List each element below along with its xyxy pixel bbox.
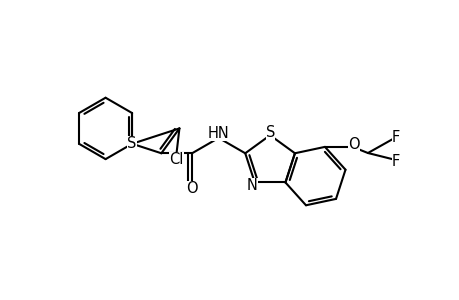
Text: HN: HN [207, 126, 229, 141]
Text: F: F [391, 154, 399, 169]
Text: S: S [127, 136, 137, 151]
Text: Cl: Cl [169, 152, 183, 166]
Text: F: F [391, 130, 399, 145]
Text: S: S [265, 124, 275, 140]
Text: O: O [347, 137, 359, 152]
Text: O: O [186, 181, 197, 196]
Text: N: N [246, 178, 257, 193]
